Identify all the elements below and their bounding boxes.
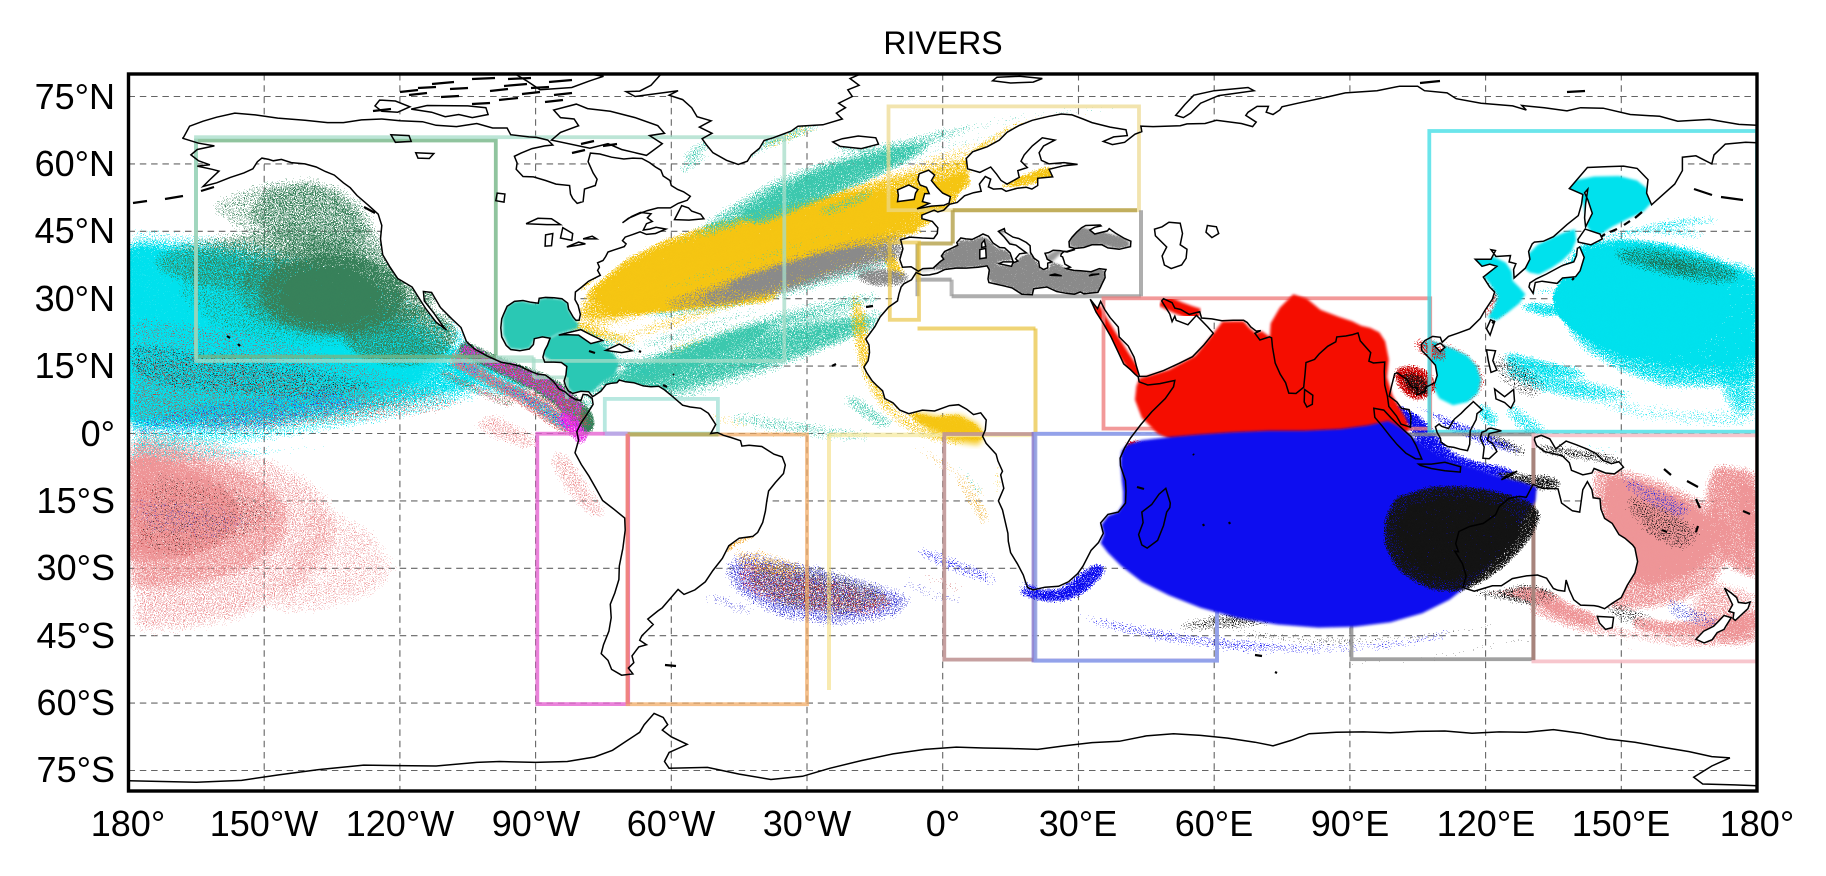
svg-text:60°W: 60°W	[627, 803, 715, 844]
svg-text:90°W: 90°W	[492, 803, 580, 844]
svg-text:75°N: 75°N	[35, 76, 115, 117]
svg-text:180°: 180°	[1720, 803, 1794, 844]
svg-text:150°E: 150°E	[1572, 803, 1670, 844]
svg-text:75°S: 75°S	[37, 749, 115, 790]
svg-text:0°: 0°	[81, 413, 115, 454]
svg-text:120°E: 120°E	[1437, 803, 1535, 844]
svg-text:45°N: 45°N	[35, 210, 115, 251]
svg-text:30°N: 30°N	[35, 278, 115, 319]
svg-text:180°: 180°	[91, 803, 165, 844]
svg-text:60°E: 60°E	[1175, 803, 1253, 844]
svg-text:45°S: 45°S	[37, 615, 115, 656]
svg-text:15°N: 15°N	[35, 345, 115, 386]
svg-text:120°W: 120°W	[346, 803, 454, 844]
svg-text:30°E: 30°E	[1039, 803, 1117, 844]
svg-text:30°S: 30°S	[37, 547, 115, 588]
svg-text:RIVERS: RIVERS	[883, 25, 1002, 61]
svg-text:60°S: 60°S	[37, 682, 115, 723]
svg-text:15°S: 15°S	[37, 480, 115, 521]
svg-text:0°: 0°	[926, 803, 960, 844]
svg-text:30°W: 30°W	[763, 803, 851, 844]
svg-text:150°W: 150°W	[210, 803, 318, 844]
svg-text:60°N: 60°N	[35, 143, 115, 184]
svg-text:90°E: 90°E	[1311, 803, 1389, 844]
